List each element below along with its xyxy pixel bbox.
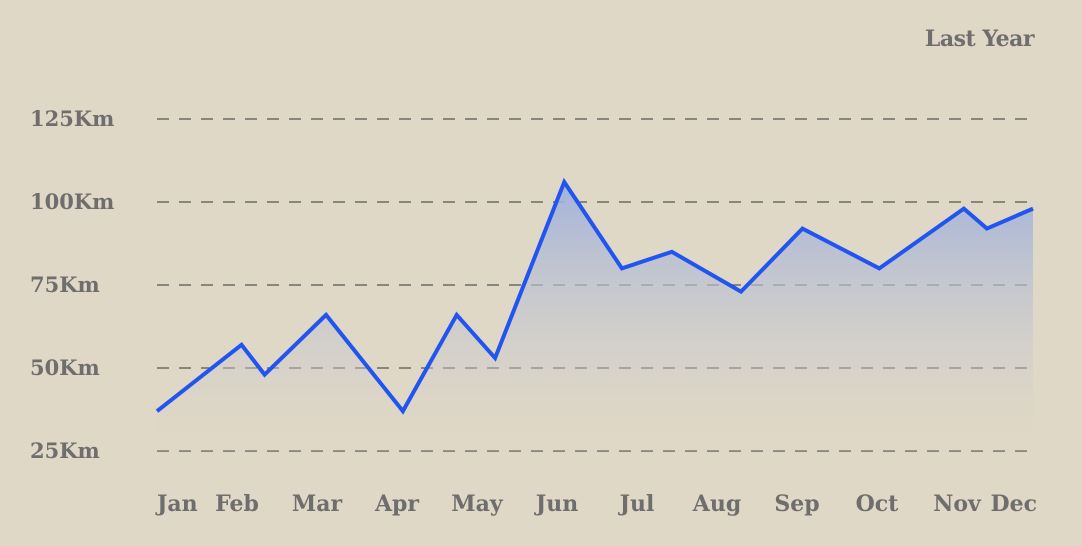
y-tick-label: 50Km [30, 355, 100, 380]
x-tick-label: Dec [991, 491, 1037, 517]
x-tick-label: Jun [534, 491, 578, 517]
x-tick-label: Feb [215, 491, 259, 517]
x-tick-label: Mar [292, 491, 343, 517]
y-tick-label: 125Km [30, 106, 114, 131]
x-tick-label: May [451, 491, 504, 517]
x-tick-label: Apr [374, 491, 419, 517]
area-fill [157, 182, 1033, 451]
y-tick-label: 100Km [30, 189, 114, 214]
series-line [155, 177, 1034, 415]
x-tick-label: Aug [692, 491, 741, 517]
y-tick-label: 75Km [30, 272, 100, 297]
x-tick-label: Nov [933, 491, 982, 517]
x-tick-label: Oct [856, 491, 900, 517]
period-label: Last Year [924, 26, 1035, 52]
x-tick-label: Jan [155, 491, 198, 517]
x-tick-label: Sep [774, 491, 819, 517]
y-tick-label: 25Km [30, 438, 100, 463]
x-tick-label: Jul [618, 491, 655, 517]
